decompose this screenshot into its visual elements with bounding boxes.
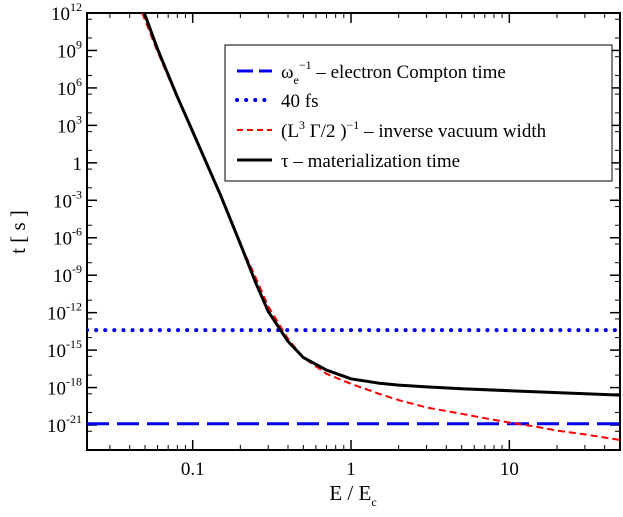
y-tick-label: 106 [57,75,82,100]
y-tick-label: 10-6 [53,225,82,250]
x-tick-label: 10 [500,459,519,480]
y-tick-label: 10-18 [47,375,82,400]
x-axis-ticks: 0.1 1 10 [109,13,621,480]
legend-label-40-fs: 40 fs [281,91,318,112]
y-axis-label: t [ s ] [6,210,30,254]
legend-label-materialization-time: τ – materialization time [281,151,460,172]
legend: ωe−1 – electron Compton time 40 fs (L3 Γ… [224,44,613,182]
legend-box [224,44,613,182]
plot-frame [86,12,621,451]
x-axis-label-sub: c [371,495,376,509]
y-tick-label: 10-15 [47,337,82,362]
y-tick-label: 10-12 [47,300,82,325]
y-tick-label: 10-9 [53,262,82,287]
x-tick-label: 1 [346,459,356,480]
y-tick-label: 10-21 [47,412,82,437]
y-axis-ticks: 1012 109 106 103 1 10-3 10-6 10-9 10-12 10-15 10-1… [47,0,620,451]
x-axis-label: E / Ec [329,481,376,509]
y-tick-label: 1012 [51,0,82,25]
series-line-materialization-time [142,13,620,397]
y-tick-label: 109 [57,37,82,62]
legend-label-inverse-vacuum-width: (L3 Γ/2 )−1 – inverse vacuum width [281,118,547,142]
series-line-inverse-vacuum-width [141,13,620,441]
y-tick-label: 1 [73,154,83,175]
x-tick-label: 0.1 [181,459,205,480]
y-tick-label: 103 [57,112,82,137]
y-tick-label: 10-3 [53,187,82,212]
x-axis-label-main: E / E [329,481,371,505]
legend-label-electron-compton-time: ωe−1 – electron Compton time [281,58,506,87]
series-layer [87,13,620,441]
